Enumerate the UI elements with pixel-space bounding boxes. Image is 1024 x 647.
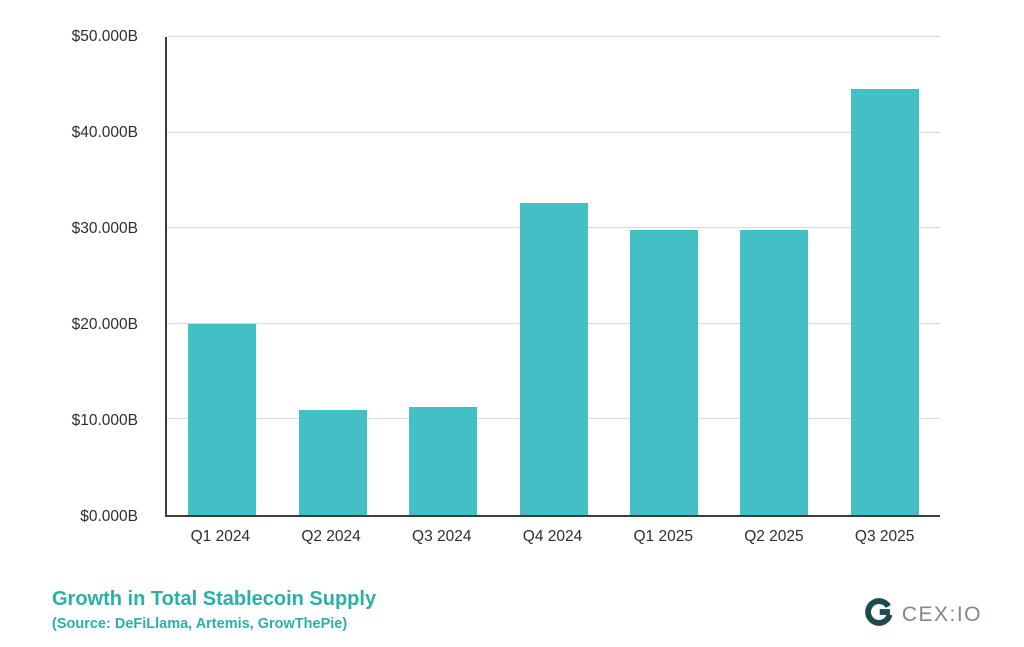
cexio-logo: CEX:IO [863,596,982,633]
x-tick-label: Q2 2024 [301,528,361,545]
bar-q1-2025 [629,230,698,515]
y-axis-labels: $0.000B $10.000B $20.000B $30.000B $40.000B $… [0,28,150,525]
y-tick-label: $30.000B [71,220,138,237]
gridline [167,36,940,37]
x-tick-label: Q4 2024 [522,528,583,545]
bar-q4-2024 [519,203,588,515]
bar-q3-2025 [850,88,919,515]
bar-q2-2025 [740,230,809,515]
cexio-logo-text: CEX:IO [901,602,982,626]
chart-footer: Growth in Total Stablecoin Supply (Sourc… [52,588,982,633]
y-tick-label: $0.000B [80,508,138,525]
cexio-logo-icon [863,596,895,633]
bar-q1-2024 [188,323,257,515]
title-block: Growth in Total Stablecoin Supply (Sourc… [52,588,376,632]
x-tick-label: Q1 2025 [633,528,693,545]
x-tick-label: Q3 2025 [854,528,915,545]
x-tick-label: Q1 2024 [190,528,251,545]
bar-q3-2024 [409,406,478,515]
chart-subtitle: (Source: DeFiLlama, Artemis, GrowThePie) [52,616,348,632]
y-tick-label: $50.000B [71,28,138,45]
bar-q2-2024 [298,409,367,515]
chart-title: Growth in Total Stablecoin Supply [52,588,377,610]
x-tick-label: Q2 2025 [744,528,804,545]
x-tick-label: Q3 2024 [412,528,472,545]
y-tick-label: $10.000B [71,412,138,429]
y-tick-label: $20.000B [71,316,138,333]
y-tick-label: $40.000B [71,124,138,141]
x-axis-labels: Q1 2024 Q2 2024 Q3 2024 Q4 2024 Q1 2025 Q2 20… [165,528,940,552]
plot-area [165,36,940,517]
gridline [167,131,940,133]
